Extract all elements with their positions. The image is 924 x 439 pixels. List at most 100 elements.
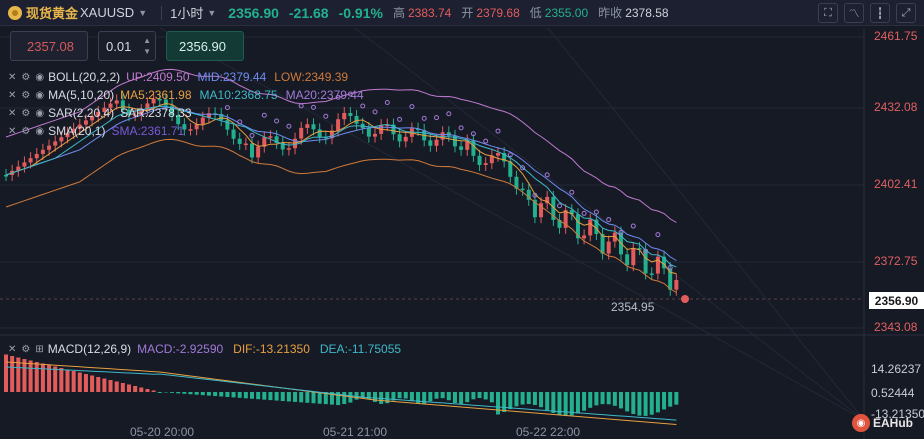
- macd-bar: [637, 392, 642, 416]
- settings-icon[interactable]: ⚙: [21, 343, 31, 355]
- indicator-sma: ✕ ⚙ ◉ SMA(20,1) SMA:2361.71: [8, 123, 184, 139]
- macd-bar: [600, 392, 605, 405]
- settings-icon[interactable]: ⚙: [21, 107, 31, 119]
- macd-bar: [225, 392, 230, 397]
- candle-body: [194, 124, 199, 130]
- macd-bar: [4, 354, 8, 392]
- sar-dot: [544, 172, 550, 178]
- macd-bar: [256, 392, 261, 400]
- ma-name[interactable]: MA(5,10,20): [48, 88, 115, 102]
- candle-body: [508, 161, 513, 177]
- macd-bar: [391, 392, 396, 401]
- macd-bar: [59, 368, 64, 392]
- sar-dot: [470, 131, 476, 137]
- buy-price-button[interactable]: 2356.90: [166, 31, 244, 61]
- macd-bar: [625, 392, 630, 412]
- macd-bar: [293, 392, 298, 402]
- symbol-code[interactable]: XAUUSD: [80, 5, 135, 20]
- boll-name[interactable]: BOLL(20,2,2): [48, 70, 121, 84]
- visibility-icon[interactable]: ◉: [35, 107, 45, 119]
- sar-dot: [495, 128, 501, 134]
- macd-bar: [145, 389, 150, 392]
- symbol-name[interactable]: 现货黄金: [26, 6, 79, 21]
- sar-dot: [237, 119, 243, 125]
- macd-bar: [649, 392, 654, 415]
- fullscreen-icon[interactable]: ⤢: [896, 3, 916, 23]
- close-icon[interactable]: ✕: [8, 125, 17, 137]
- candlestick-icon[interactable]: ┇: [870, 3, 890, 23]
- draw-tools-icon[interactable]: ⛶: [818, 3, 838, 23]
- sar-dot: [298, 103, 304, 109]
- candle-body: [373, 133, 377, 137]
- interval-selector[interactable]: 1小时: [170, 6, 204, 21]
- macd-bar: [133, 386, 138, 392]
- candle-body: [219, 113, 224, 121]
- time-axis-label: 05-21 21:00: [323, 425, 388, 439]
- sar-name[interactable]: SAR(2,20,4): [48, 106, 115, 120]
- ma5-line: [5, 102, 677, 275]
- price-axis-label: 2461.75: [874, 29, 918, 43]
- lot-size-input[interactable]: 0.01 ▲ ▼: [98, 31, 156, 61]
- candle-body: [354, 115, 359, 124]
- sar-dot: [323, 113, 329, 119]
- macd-bar: [170, 392, 175, 393]
- low-marker-label: 2354.95: [611, 300, 655, 314]
- ma10-value: MA10:2368.75: [199, 88, 278, 102]
- macd-bar: [354, 392, 359, 400]
- macd-name[interactable]: MACD(12,26,9): [47, 342, 132, 356]
- candle-body: [188, 129, 193, 131]
- candle-body: [428, 140, 433, 146]
- indicator-macd: ✕ ⚙ ⊞ MACD(12,26,9) MACD:-2.92590 DIF:-13.…: [8, 341, 401, 357]
- candle-body: [237, 138, 242, 144]
- visibility-icon[interactable]: ◉: [35, 89, 45, 101]
- candle-body: [385, 124, 390, 127]
- close-icon[interactable]: ✕: [8, 343, 17, 355]
- settings-icon[interactable]: ⚙: [21, 71, 31, 83]
- macd-bar: [502, 392, 507, 413]
- macd-bar: [643, 392, 648, 416]
- close-icon[interactable]: ✕: [8, 89, 17, 101]
- candle-body: [90, 116, 95, 121]
- symbol-dropdown-icon[interactable]: ▼: [138, 7, 148, 18]
- expand-icon[interactable]: ⊞: [35, 343, 44, 355]
- boll-upper-line: [5, 68, 677, 223]
- macd-bar: [366, 392, 371, 400]
- candle-body: [545, 196, 550, 204]
- lot-stepper-icon[interactable]: ▲ ▼: [143, 36, 151, 56]
- close-icon[interactable]: ✕: [8, 107, 17, 119]
- sma-value: SMA:2361.71: [111, 124, 185, 138]
- sar-dot: [507, 152, 513, 158]
- candle-body: [588, 219, 593, 236]
- macd-bar: [206, 392, 211, 396]
- current-price-dot: [681, 295, 689, 303]
- settings-icon[interactable]: ⚙: [21, 125, 31, 137]
- macd-bar: [662, 392, 667, 410]
- sar-dot: [311, 104, 316, 110]
- candle-body: [329, 130, 334, 139]
- line-chart-icon[interactable]: 〽: [844, 3, 864, 23]
- macd-bar: [674, 392, 679, 405]
- sell-price-button[interactable]: 2357.08: [10, 31, 88, 61]
- sar-dot: [249, 132, 255, 138]
- macd-bar: [569, 392, 574, 416]
- sar-dot: [655, 232, 661, 238]
- candle-body: [114, 100, 119, 104]
- candle-body: [459, 146, 464, 150]
- visibility-icon[interactable]: ◉: [35, 125, 45, 137]
- macd-bar: [10, 356, 15, 392]
- grid-line: [159, 27, 865, 421]
- visibility-icon[interactable]: ◉: [35, 71, 45, 83]
- close-icon[interactable]: ✕: [8, 71, 17, 83]
- toolbar: ⛶ 〽 ┇ ⤢: [818, 3, 916, 23]
- sma-name[interactable]: SMA(20,1): [48, 124, 106, 138]
- candle-body: [662, 256, 667, 269]
- settings-icon[interactable]: ⚙: [21, 89, 31, 101]
- sar-dot: [667, 265, 673, 271]
- candle-body: [250, 143, 254, 158]
- lot-size-value[interactable]: 0.01: [106, 38, 132, 54]
- sar-dot: [224, 105, 230, 111]
- interval-dropdown-icon[interactable]: ▼: [207, 7, 217, 18]
- sar-dot: [557, 203, 562, 209]
- last-price: 2356.90: [228, 4, 279, 21]
